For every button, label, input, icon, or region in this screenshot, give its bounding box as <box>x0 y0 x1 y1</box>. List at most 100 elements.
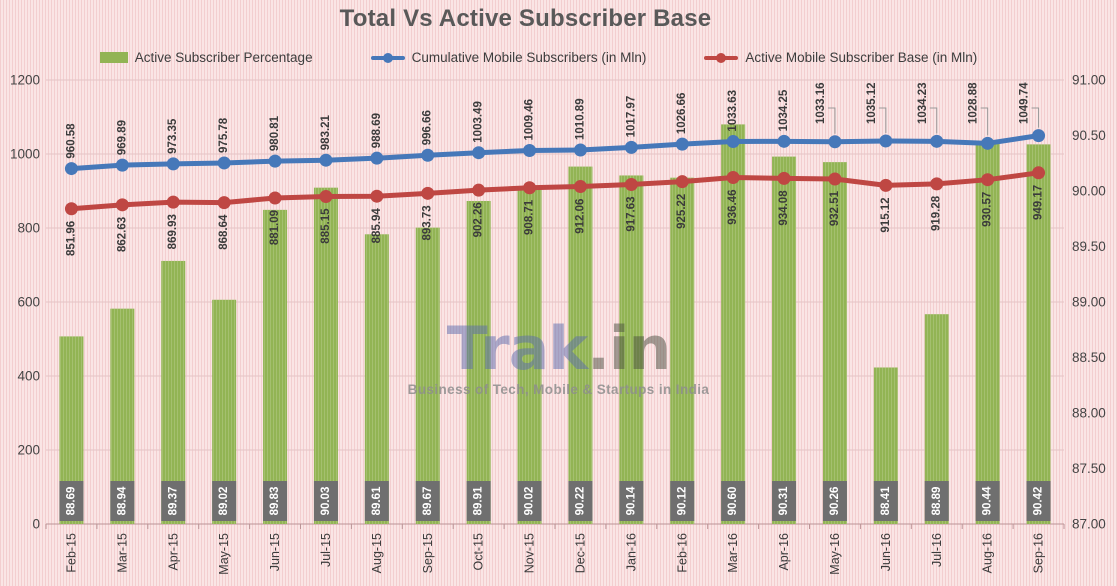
x-axis-label: May-16 <box>828 533 842 575</box>
x-axis-label: Apr-15 <box>166 533 180 571</box>
bar-value-label: 90.42 <box>1033 487 1045 516</box>
active-subscriber-base-label: 893.73 <box>422 205 434 240</box>
left-axis-tick-label: 800 <box>17 221 40 236</box>
x-axis-label: May-15 <box>217 533 231 575</box>
x-axis-label: Jul-16 <box>930 533 944 567</box>
cumulative-subscribers-marker <box>421 148 435 162</box>
active-subscriber-base-label: 915.12 <box>880 197 892 232</box>
active-subscriber-base-label: 917.63 <box>625 196 637 231</box>
cumulative-subscribers-line <box>68 133 1042 172</box>
active-subscriber-base-marker <box>115 198 129 212</box>
cumulative-subscribers-marker <box>675 137 689 151</box>
cumulative-subscribers-marker <box>930 134 944 148</box>
active-subscriber-base-marker <box>828 172 842 186</box>
bar-value-box <box>924 481 949 521</box>
bar-value-label: 90.60 <box>727 487 739 516</box>
cumulative-subscribers-label: 975.78 <box>218 117 230 153</box>
cumulative-subscribers-label: 973.35 <box>167 118 179 154</box>
left-axis-tick-label: 0 <box>32 517 40 532</box>
legend-label: Cumulative Mobile Subscribers (in Mln) <box>411 50 647 65</box>
label-leader-line <box>980 107 989 136</box>
bar-texture <box>772 156 797 524</box>
cumulative-subscribers-label: 960.58 <box>65 123 77 159</box>
active-subscriber-base-marker <box>64 202 78 216</box>
bar-texture <box>670 177 695 524</box>
bar-value-box <box>517 481 542 521</box>
bar-value-box <box>670 481 695 521</box>
active-subscriber-base-label: 885.94 <box>371 208 383 244</box>
active-subscriber-base-label: 908.71 <box>524 199 536 235</box>
right-axis-tick-label: 90.50 <box>1072 128 1106 143</box>
active-subscriber-base-marker <box>1032 166 1046 180</box>
active-subscriber-base-label: 885.15 <box>320 208 332 244</box>
x-axis-label: Feb-16 <box>675 533 689 573</box>
active-subscriber-base-marker <box>573 180 587 194</box>
right-axis-tick-label: 87.00 <box>1072 517 1106 532</box>
x-axis-label: Jan-16 <box>624 533 638 571</box>
bar-value-label: 90.12 <box>676 487 688 516</box>
bar-value-label: 90.22 <box>574 487 586 516</box>
active-subscriber-base-marker <box>523 181 537 195</box>
active-subscriber-base-label: 862.63 <box>116 217 128 252</box>
bar-value-label: 89.02 <box>218 487 230 516</box>
cumulative-subscribers-marker <box>624 140 638 154</box>
cumulative-subscribers-label: 1033.63 <box>727 90 739 132</box>
left-axis-tick-label: 1000 <box>10 147 40 162</box>
cumulative-subscribers-marker <box>879 134 893 148</box>
x-axis-label: Jun-16 <box>879 533 893 571</box>
cumulative-subscribers-marker <box>1032 129 1046 143</box>
active-subscriber-base-label: 851.96 <box>65 221 77 256</box>
x-axis-label: Sep-16 <box>1032 533 1046 573</box>
active-subscriber-base-label: 949.17 <box>1033 185 1045 220</box>
cumulative-subscribers-label: 983.21 <box>320 114 332 150</box>
bar-texture <box>619 175 644 524</box>
bar-texture <box>822 162 847 524</box>
bar-texture <box>975 142 1000 524</box>
label-leader-line <box>1031 107 1040 128</box>
chart-title: Total Vs Active Subscriber Base <box>339 5 712 32</box>
bar-value-box <box>263 481 288 521</box>
x-axis-label: Feb-15 <box>64 533 78 573</box>
cumulative-subscribers-marker <box>217 156 231 170</box>
cumulative-subscribers-marker <box>268 154 282 168</box>
active-subscriber-base-marker <box>370 189 384 203</box>
bar-value-label: 89.61 <box>371 486 383 515</box>
cumulative-subscribers-marker <box>523 143 537 157</box>
legend-item-active-subscriber-percentage: Active Subscriber Percentage <box>99 50 313 65</box>
bar-texture <box>517 188 542 524</box>
x-axis-label: Mar-16 <box>726 533 740 573</box>
cumulative-subscribers-label: 969.89 <box>116 120 128 155</box>
label-leader-line <box>929 107 938 134</box>
left-axis-tick-label: 600 <box>17 295 40 310</box>
bar-value-box <box>313 481 338 521</box>
bar-value-label: 90.02 <box>524 487 536 516</box>
right-axis-tick-label: 88.50 <box>1072 350 1106 365</box>
bar-value-label: 90.31 <box>778 486 790 515</box>
cumulative-subscribers-label: 1034.23 <box>917 82 929 124</box>
cumulative-subscribers-label: 1003.49 <box>473 101 485 143</box>
x-axis-label: Apr-16 <box>777 533 791 571</box>
x-axis-label: Dec-15 <box>573 533 587 573</box>
right-axis-tick-label: 89.50 <box>1072 239 1106 254</box>
bar-value-label: 88.94 <box>116 486 128 515</box>
bar-value-box <box>110 481 135 521</box>
x-axis-label: Aug-16 <box>981 533 995 573</box>
label-leader-line <box>878 107 887 134</box>
legend-label: Active Mobile Subscriber Base (in Mln) <box>745 50 978 65</box>
cumulative-subscribers-marker <box>370 151 384 165</box>
bar-texture <box>415 227 440 524</box>
active-subscriber-base-marker <box>217 196 231 210</box>
legend-item-cumulative-subscribers: Cumulative Mobile Subscribers (in Mln) <box>370 50 647 65</box>
cumulative-subscribers-marker <box>115 158 129 172</box>
left-axis-tick-label: 1200 <box>10 73 40 88</box>
bar-value-box <box>415 481 440 521</box>
cumulative-subscribers-marker <box>319 153 333 167</box>
legend-line-swatch-icon <box>370 52 405 64</box>
active-subscriber-base-label: 868.64 <box>218 214 230 250</box>
bar-texture <box>568 166 593 524</box>
active-subscriber-base-line <box>68 170 1042 212</box>
x-axis-label: Oct-15 <box>472 533 486 571</box>
active-subscriber-base-label: 925.22 <box>676 194 688 229</box>
active-subscriber-base-marker <box>675 175 689 189</box>
